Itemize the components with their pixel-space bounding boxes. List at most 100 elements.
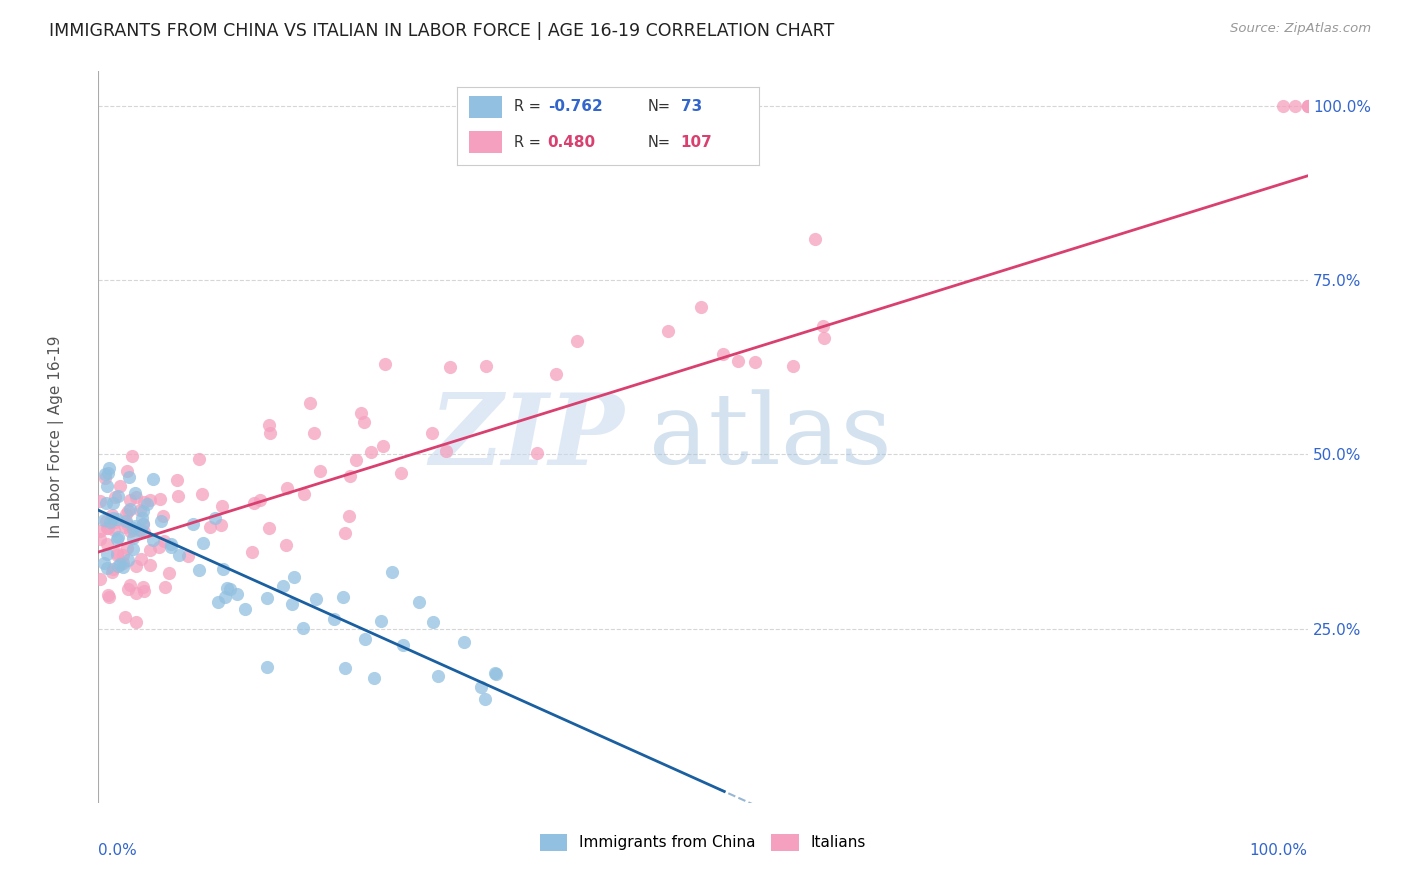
Point <box>1296 99 1319 113</box>
Text: Source: ZipAtlas.com: Source: ZipAtlas.com <box>1230 22 1371 36</box>
Point <box>97 588 120 602</box>
Point <box>276 481 298 495</box>
Point <box>117 582 139 597</box>
Point <box>323 612 346 626</box>
Point <box>135 497 157 511</box>
Point <box>565 334 588 348</box>
Point <box>188 452 211 467</box>
FancyBboxPatch shape <box>470 131 502 153</box>
Point <box>302 426 325 441</box>
Point <box>149 491 172 506</box>
Point <box>1296 99 1319 113</box>
Point <box>166 473 188 487</box>
Point <box>139 558 162 572</box>
Point <box>337 509 360 524</box>
Point <box>139 492 162 507</box>
Point <box>93 556 115 570</box>
Point <box>1272 99 1295 113</box>
Point <box>344 453 367 467</box>
Point <box>333 661 356 675</box>
Text: N=: N= <box>647 135 671 150</box>
Point <box>257 521 280 535</box>
Point <box>108 557 131 571</box>
Point <box>122 521 145 535</box>
Point <box>125 615 148 629</box>
Point <box>233 602 256 616</box>
Point <box>118 578 141 592</box>
Point <box>811 319 834 334</box>
Point <box>215 581 238 595</box>
Point <box>129 552 152 566</box>
Point <box>181 516 204 531</box>
Point <box>96 561 118 575</box>
Point <box>103 524 125 538</box>
Point <box>371 439 394 453</box>
Text: 107: 107 <box>681 135 713 150</box>
Point <box>420 426 443 441</box>
Point <box>117 464 139 478</box>
Point <box>97 521 120 535</box>
Point <box>101 565 124 579</box>
Point <box>370 614 392 628</box>
Point <box>422 615 444 629</box>
Point <box>204 511 226 525</box>
Point <box>160 540 183 554</box>
Point <box>101 496 124 510</box>
Point <box>200 520 222 534</box>
FancyBboxPatch shape <box>470 96 502 118</box>
Point <box>124 518 146 533</box>
Point <box>97 466 120 480</box>
Point <box>89 572 111 586</box>
Point <box>211 562 233 576</box>
Point <box>243 496 266 510</box>
Point <box>94 471 117 485</box>
Text: ZIP: ZIP <box>429 389 624 485</box>
Point <box>105 546 128 560</box>
Point <box>120 524 142 538</box>
Point <box>94 496 117 510</box>
Point <box>124 586 146 600</box>
Text: N=: N= <box>647 99 671 114</box>
Point <box>690 300 713 314</box>
Point <box>117 553 139 567</box>
Point <box>188 563 211 577</box>
Point <box>148 540 170 554</box>
Point <box>309 464 332 478</box>
Point <box>97 460 120 475</box>
Point <box>474 359 496 374</box>
Point <box>122 541 145 556</box>
Text: R =: R = <box>515 135 546 150</box>
Point <box>727 354 749 368</box>
Point <box>134 525 156 540</box>
Point <box>115 541 138 555</box>
Legend: Immigrants from China, Italians: Immigrants from China, Italians <box>534 828 872 857</box>
Point <box>128 503 150 517</box>
Point <box>207 595 229 609</box>
Point <box>105 512 128 526</box>
Point <box>117 504 139 518</box>
Point <box>211 500 233 514</box>
Point <box>426 669 449 683</box>
Point <box>152 534 174 549</box>
Point <box>305 591 328 606</box>
Point <box>131 510 153 524</box>
Point <box>259 418 281 433</box>
Point <box>94 467 117 482</box>
Point <box>744 355 766 369</box>
Point <box>104 490 127 504</box>
Point <box>104 516 127 530</box>
Point <box>713 347 735 361</box>
Point <box>350 407 373 421</box>
Point <box>157 566 180 581</box>
Text: 0.0%: 0.0% <box>98 843 138 858</box>
Point <box>177 549 200 564</box>
Point <box>408 595 430 609</box>
Point <box>129 524 152 538</box>
Text: In Labor Force | Age 16-19: In Labor Force | Age 16-19 <box>48 335 65 539</box>
Point <box>274 538 297 552</box>
Point <box>118 502 141 516</box>
Point <box>98 516 121 530</box>
Point <box>214 590 236 604</box>
Point <box>392 638 415 652</box>
Point <box>121 531 143 545</box>
